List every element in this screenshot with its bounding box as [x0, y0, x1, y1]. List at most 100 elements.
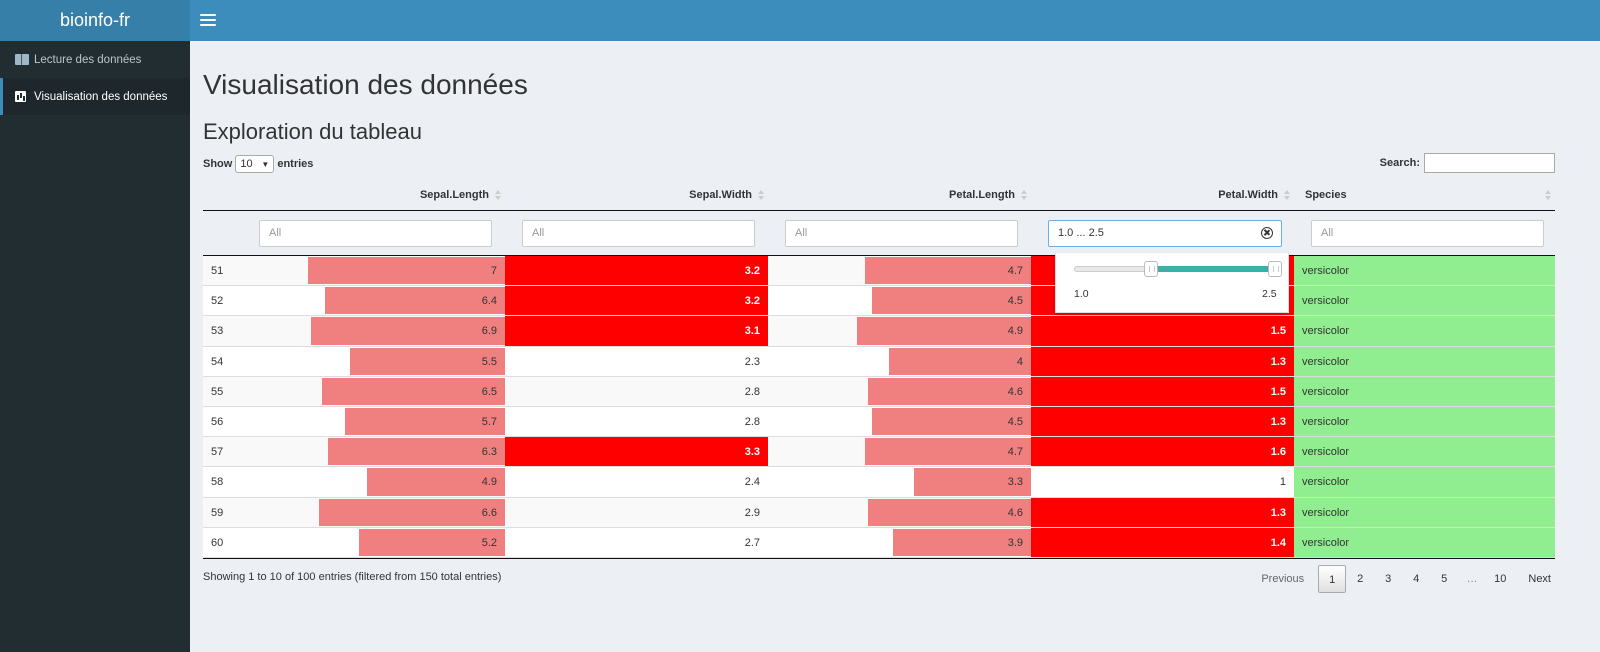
length-suffix: entries	[277, 158, 314, 170]
table-row[interactable]: 54 5.5 2.3 4 1.3 versicolor	[203, 346, 1555, 377]
sort-icon	[1284, 190, 1290, 200]
sidebar-toggle-icon[interactable]	[200, 11, 216, 29]
column-header-petal-length[interactable]: Petal.Length	[768, 181, 1031, 211]
value-bar	[325, 287, 505, 315]
page-button-5[interactable]: 5	[1441, 573, 1448, 585]
slider-handle-min[interactable]	[1144, 261, 1159, 277]
cell-sepal-width: 3.2	[505, 256, 768, 286]
app-logo[interactable]: bioinfo-fr	[0, 0, 190, 41]
table-row[interactable]: 60 5.2 2.7 3.9 1.4 versicolor	[203, 527, 1555, 558]
value-bar	[914, 468, 1031, 496]
table-row[interactable]: 53 6.9 3.1 4.9 1.5 versicolor	[203, 316, 1555, 347]
cell-value: 1.3	[1270, 415, 1286, 428]
slider-min-label: 1.0	[1074, 288, 1089, 300]
cell-value: versicolor	[1302, 506, 1350, 519]
cell-petal-width: 1.3	[1031, 406, 1294, 437]
value-bar	[319, 498, 505, 526]
entries-length-select[interactable]: 10 ▼	[235, 155, 275, 173]
cell-sepal-length: 6.6	[259, 498, 505, 527]
cell-sepal-length: 6.4	[259, 286, 505, 315]
table-bottom-border	[203, 557, 1555, 559]
page-button-3[interactable]: 3	[1385, 573, 1392, 585]
cell-value: versicolor	[1302, 295, 1350, 308]
cell-value: 2.4	[744, 476, 760, 489]
sort-icon	[758, 190, 764, 200]
cell-value: 3.9	[1007, 536, 1023, 549]
column-header-species[interactable]: Species	[1294, 181, 1555, 211]
table-row[interactable]: 55 6.5 2.8 4.6 1.5 versicolor	[203, 376, 1555, 407]
cell-petal-length: 3.3	[768, 467, 1031, 496]
table-row[interactable]: 56 5.7 2.8 4.5 1.3 versicolor	[203, 406, 1555, 438]
cell-petal-length: 4.5	[768, 286, 1031, 315]
page-button-1[interactable]: 1	[1318, 565, 1347, 593]
cell-value: 2.7	[744, 536, 760, 549]
cell-value: 1.5	[1270, 325, 1286, 338]
row-index: 52	[211, 295, 224, 308]
page-title: Visualisation des données	[203, 69, 528, 100]
cell-petal-length: 4.7	[768, 256, 1031, 285]
table-row[interactable]: 59 6.6 2.9 4.6 1.3 versicolor	[203, 497, 1555, 528]
entries-length-control: Show 10 ▼ entries	[203, 155, 313, 173]
cell-species: versicolor	[1294, 286, 1555, 316]
cell-sepal-width: 2.7	[505, 528, 768, 557]
cell-species: versicolor	[1294, 316, 1555, 346]
cell-sepal-width: 2.4	[505, 467, 768, 496]
cell-value: 6.5	[481, 385, 497, 398]
previous-page-button[interactable]: Previous	[1261, 573, 1305, 585]
slider-track[interactable]	[1074, 261, 1282, 277]
sidebar-item-lecture[interactable]: Lecture des données	[0, 41, 190, 78]
cell-species: versicolor	[1294, 497, 1555, 527]
sidebar-item-visualisation[interactable]: Visualisation des données	[0, 78, 190, 115]
cell-value: 5.2	[481, 536, 497, 549]
row-index-cell: 60	[203, 528, 259, 557]
cell-petal-length: 4	[768, 347, 1031, 376]
cell-value: 6.4	[481, 295, 497, 308]
cell-value: 3.2	[744, 295, 760, 308]
length-value: 10	[240, 158, 253, 170]
cell-value: versicolor	[1302, 325, 1350, 338]
row-index: 55	[211, 385, 224, 398]
page-button-10[interactable]: 10	[1494, 573, 1507, 585]
value-bar	[871, 287, 1031, 315]
cell-petal-width: 1	[1031, 467, 1294, 496]
filter-sepal-length[interactable]: All	[259, 220, 492, 247]
cell-value: 4.7	[1007, 446, 1023, 459]
cell-species: versicolor	[1294, 527, 1555, 557]
table-row[interactable]: 58 4.9 2.4 3.3 1 versicolor	[203, 467, 1555, 498]
table-header-row: Sepal.Length Sepal.Width Petal.Length Pe…	[203, 181, 1555, 211]
slider-handle-max[interactable]	[1268, 261, 1282, 277]
cell-value: 4.5	[1007, 415, 1023, 428]
page-button-4[interactable]: 4	[1413, 573, 1420, 585]
cell-value: 2.8	[744, 385, 760, 398]
filter-petal-length[interactable]: All	[785, 220, 1018, 247]
cell-sepal-length: 5.5	[259, 347, 505, 376]
cell-sepal-length: 5.7	[259, 407, 505, 436]
sort-icon	[1545, 190, 1551, 200]
column-header-petal-width[interactable]: Petal.Width	[1031, 181, 1294, 211]
cell-petal-width: 1.4	[1031, 527, 1294, 557]
cell-petal-length: 4.7	[768, 437, 1031, 466]
cell-value: 6.9	[481, 325, 497, 338]
table-body: 51 7 3.2 4.7 1.4 versicolor 52 6.4 3.2 4.5 1.5 vers…	[203, 256, 1555, 558]
clear-filter-icon[interactable]	[1261, 227, 1273, 239]
table-row[interactable]: 57 6.3 3.3 4.7 1.6 versicolor	[203, 437, 1555, 468]
cell-species: versicolor	[1294, 256, 1555, 286]
column-header-sepal-width[interactable]: Sepal.Width	[505, 181, 768, 211]
sidebar-item-label: Visualisation des données	[34, 90, 168, 103]
next-page-button[interactable]: Next	[1528, 573, 1551, 585]
row-index: 51	[211, 265, 224, 277]
filter-sepal-width[interactable]: All	[522, 220, 755, 247]
value-bar	[857, 317, 1031, 345]
column-header-sepal-length[interactable]: Sepal.Length	[203, 181, 505, 211]
row-index: 56	[211, 415, 224, 428]
page-button-2[interactable]: 2	[1357, 573, 1364, 585]
sort-icon	[1021, 190, 1027, 200]
filter-species[interactable]: All	[1311, 220, 1544, 247]
row-index-cell: 56	[203, 407, 259, 436]
search-input[interactable]	[1424, 153, 1555, 173]
filter-petal-width[interactable]: 1.0 ... 2.5	[1048, 220, 1282, 247]
cell-value: 4.6	[1007, 506, 1023, 519]
cell-value: 3.3	[744, 446, 760, 459]
